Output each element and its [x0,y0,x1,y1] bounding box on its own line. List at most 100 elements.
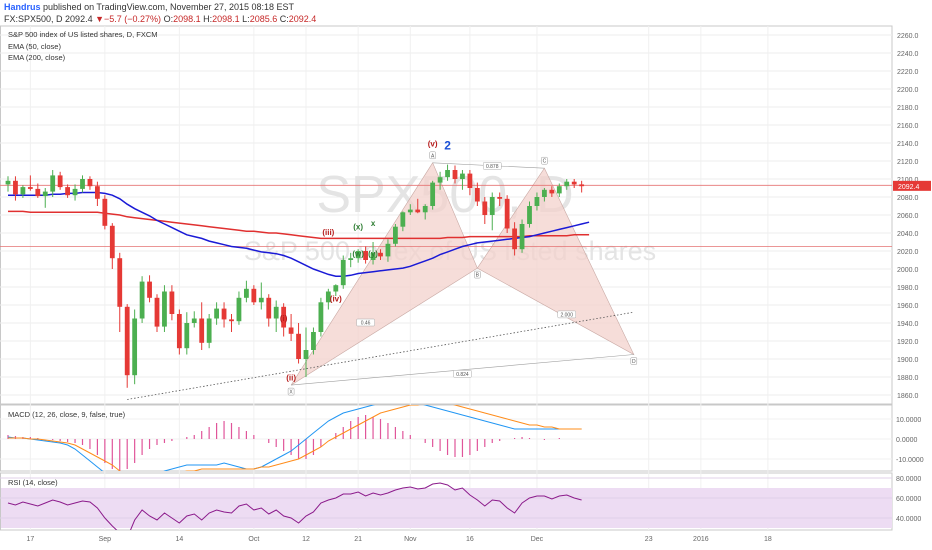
price-tick-label: 2100.0 [897,177,919,184]
candle-body [571,181,577,185]
candle-body [57,175,63,188]
harmonic-point-box [541,156,548,165]
legend-rsi: RSI (14, close) [8,478,58,487]
candle-body [139,281,145,319]
macd-tick-label: 10.0000 [896,417,921,424]
harmonic-point-box [429,151,436,160]
candle-body [13,180,18,195]
candle-body [273,306,279,319]
price-tick-label: 1860.0 [897,393,919,400]
candle-body [355,251,361,259]
harmonic-ratio-label: 0.824 [456,372,469,378]
chart-legend-title: S&P 500 index of US listed shares, D, FX… [8,30,158,39]
candle-body [400,212,406,227]
candle-body [214,308,219,319]
candle-body [460,173,465,179]
time-tick-label: Sep [99,536,112,543]
harmonic-point-label: A [431,153,435,159]
time-tick-label: 23 [645,536,653,543]
open-label: O: [163,14,174,24]
candle-body [169,291,175,314]
last-price-tag [893,180,931,191]
high-value: 2098.1 [212,14,240,24]
candle-body [437,177,443,183]
rsi-tick-label: 60.0000 [896,496,921,503]
open-value: 2098.1 [173,14,201,24]
harmonic-ratio-label: 0.46 [361,321,371,327]
candle-body [191,318,197,323]
price-tick-label: 2180.0 [897,105,919,112]
candle-body [534,197,540,206]
candle-body [221,308,227,320]
candle-body [50,175,56,192]
candle-body [124,306,130,376]
wave-count-label: (iii) [322,228,334,237]
candle-body [162,291,167,327]
time-tick-label: Oct [248,536,259,543]
candle-body [363,251,368,260]
harmonic-point-label: C [543,159,547,165]
harmonic-bcd-triangle [476,167,635,356]
candle-body [407,209,413,213]
candle-body [415,209,421,213]
harmonic-point-box [474,270,481,279]
macd-signal-line [8,405,582,471]
price-tick-label: 2080.0 [897,195,919,202]
author-name[interactable]: Handrus [4,2,41,12]
wave-count-label: (y) [368,249,378,258]
harmonic-point-label: D [632,359,636,365]
time-tick-label: 18 [764,536,772,543]
candle-body [579,184,585,187]
candle-body [318,302,324,332]
candle-body [72,188,78,196]
harmonic-xd-line [291,354,634,386]
time-tick-label: 21 [354,536,362,543]
close-value: 2092.4 [288,14,317,24]
price-tick-label: 1980.0 [897,285,919,292]
wave-count-label: (iv) [330,294,342,303]
harmonic-ratio-label: 2.000 [560,312,573,318]
candle-body [504,198,510,229]
close-label: C: [279,14,289,24]
candle-body [27,187,33,189]
wave-count-label: (v) [428,140,438,149]
macd-line [7,405,582,471]
price-tick-label: 1900.0 [897,357,919,364]
price-tick-label: 2020.0 [897,249,919,256]
candle-body [95,186,100,199]
harmonic-point-box [287,387,295,396]
macd-plot [7,405,582,471]
harmonic-point-label: X [289,390,293,396]
quote-line: FX:SPX500, D 2092.4 ▼−5.7 (−0.27%) O:209… [4,14,316,24]
candle-body [296,333,301,359]
candle-body [385,243,391,257]
candle-body [348,258,354,260]
candle-body [519,224,525,250]
price-tick-label: 1940.0 [897,321,919,328]
candle-body [132,318,138,376]
price-tick-label: 1880.0 [897,375,919,382]
time-tick-label: Nov [404,536,417,543]
price-tick-label: 2260.0 [897,33,919,40]
price-tick-label: 1960.0 [897,303,919,310]
ema50-line [8,191,590,277]
candle-body [154,297,160,327]
time-tick-label: 17 [26,536,34,543]
candle-body [527,206,532,224]
candle-body [370,252,376,260]
candle-body [35,188,41,197]
publish-info: published on TradingView.com, November 2… [43,2,295,12]
rsi-tick-label: 40.0000 [896,516,921,523]
wave-count-label: (i) [280,314,288,323]
price-tick-label: 2060.0 [897,213,919,220]
macd-tick-label: -10.0000 [896,457,924,464]
candle-body [266,297,272,319]
wave-count-label: 2 [444,138,451,152]
candle-body [184,323,190,349]
candle-body [42,191,48,197]
candle-body [147,281,152,298]
candle-body [482,201,488,215]
low-value: 2085.6 [249,14,278,24]
candle-body [281,306,287,328]
